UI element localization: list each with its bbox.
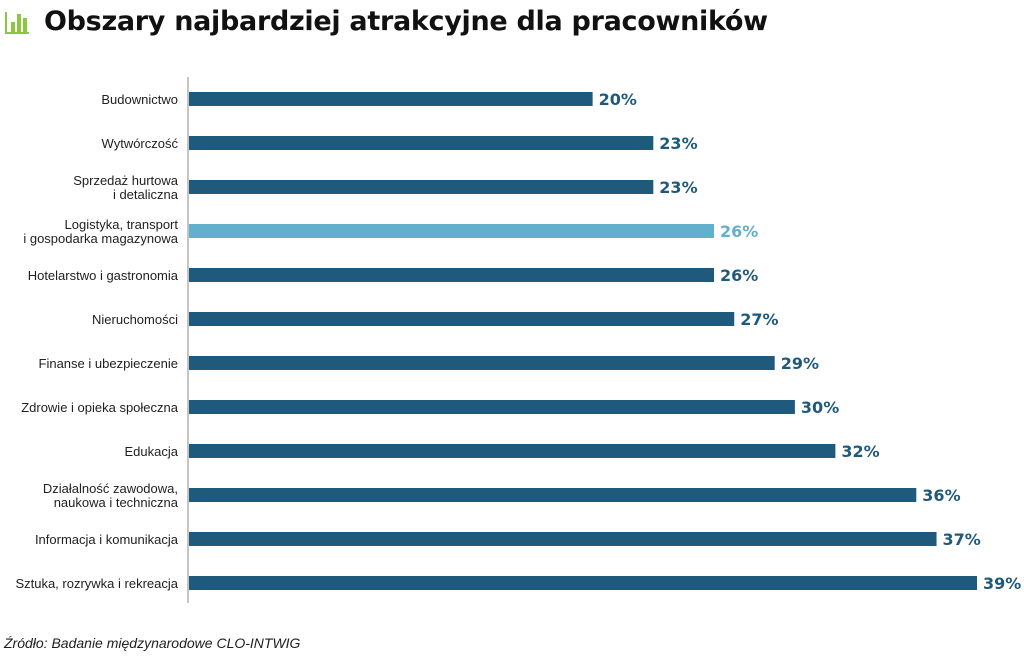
value-label: 32%: [841, 442, 879, 461]
value-label: 36%: [922, 486, 960, 505]
bar-chart-icon: [5, 11, 29, 34]
title-row: Obszary najbardziej atrakcyjne dla praco…: [4, 6, 768, 37]
category-label: Sprzedaż hurtowa i detaliczna: [73, 173, 179, 202]
value-label: 23%: [659, 178, 697, 197]
value-label: 23%: [659, 134, 697, 153]
bar: [189, 312, 735, 326]
category-label: Zdrowie i opieka społeczna: [21, 400, 179, 415]
category-label: Edukacja: [125, 444, 179, 459]
bar: [189, 488, 917, 502]
value-label: 29%: [781, 354, 819, 373]
value-label: 37%: [943, 530, 981, 549]
bar: [189, 400, 795, 414]
bar-chart: 20% Budownictwo 23% Wytwórczość 23% Sprzedaż …: [15, 77, 1021, 603]
bar: [189, 532, 937, 546]
bar: [189, 136, 654, 150]
category-label: Nieruchomości: [92, 312, 178, 327]
bar: [189, 180, 654, 194]
source-note: Źródło: Badanie międzynarodowe CLO-INTWI…: [4, 635, 301, 651]
bar: [189, 268, 714, 282]
value-label: 27%: [740, 310, 778, 329]
category-label: Informacja i komunikacja: [35, 532, 179, 547]
category-label: Budownictwo: [101, 92, 178, 107]
category-label: Działalność zawodowa, naukowa i techniczn…: [43, 481, 179, 510]
value-label: 30%: [801, 398, 839, 417]
bar: [189, 92, 593, 106]
chart-title: Obszary najbardziej atrakcyjne dla praco…: [44, 6, 768, 37]
bar: [189, 356, 775, 370]
value-label: 20%: [599, 90, 637, 109]
bar: [189, 224, 714, 238]
bar: [189, 444, 836, 458]
category-label: Sztuka, rozrywka i rekreacja: [15, 576, 178, 591]
category-label: Finanse i ubezpieczenie: [39, 356, 178, 371]
value-label: 39%: [983, 574, 1021, 593]
category-label: Logistyka, transport i gospodarka magazyn…: [23, 217, 178, 246]
value-label: 26%: [720, 266, 758, 285]
value-label: 26%: [720, 222, 758, 241]
bar: [189, 576, 977, 590]
category-label: Hotelarstwo i gastronomia: [28, 268, 179, 283]
category-label: Wytwórczość: [102, 136, 179, 151]
